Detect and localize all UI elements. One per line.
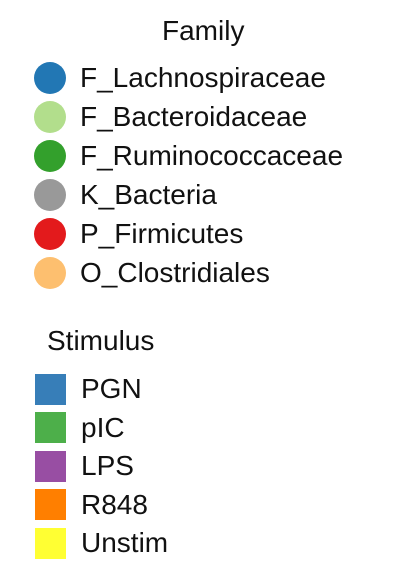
legend-circle-swatch [34, 179, 66, 211]
legend-circle-swatch [34, 101, 66, 133]
stimulus-legend-item: pIC [35, 410, 125, 446]
stimulus-legend-item: R848 [35, 487, 148, 523]
stimulus-legend-item: Unstim [35, 525, 168, 561]
family-legend-label: K_Bacteria [80, 179, 217, 210]
family-legend-label: F_Bacteroidaceae [80, 101, 308, 132]
stimulus-legend-label: LPS [81, 450, 134, 481]
legend-square-swatch [35, 373, 66, 405]
legend-circle-swatch [34, 257, 66, 289]
stimulus-legend-label: Unstim [81, 527, 169, 558]
legend-square-swatch [35, 489, 66, 520]
stimulus-legend-label: R848 [81, 488, 148, 520]
stimulus-legend-label: pIC [81, 411, 125, 443]
stimulus-legend-item: PGN [35, 371, 142, 407]
family-legend-item: P_Firmicutes [34, 216, 243, 252]
stimulus-legend-title: Stimulus [47, 325, 155, 356]
legend-square-swatch [35, 527, 66, 559]
legend-circle-swatch [34, 218, 66, 250]
family-legend-item: F_Ruminococcaceae [34, 138, 343, 174]
family-legend-label: O_Clostridiales [80, 257, 270, 288]
family-legend-item: F_Lachnospiraceae [34, 60, 326, 96]
family-legend-item: K_Bacteria [34, 177, 217, 213]
family-legend-item: O_Clostridiales [34, 255, 270, 291]
family-legend-label: F_Ruminococcaceae [80, 140, 344, 171]
legend-circle-swatch [34, 140, 66, 172]
legend-square-swatch [35, 412, 66, 443]
stimulus-legend-item: LPS [35, 448, 134, 484]
family-legend-label: F_Lachnospiraceae [80, 62, 326, 93]
family-legend-item: F_Bacteroidaceae [34, 99, 307, 135]
legend-square-swatch [35, 450, 66, 482]
family-legend-title: Family [162, 15, 245, 46]
stimulus-legend-label: PGN [81, 373, 142, 404]
family-legend-label: P_Firmicutes [80, 218, 244, 249]
legend-circle-swatch [34, 62, 66, 94]
